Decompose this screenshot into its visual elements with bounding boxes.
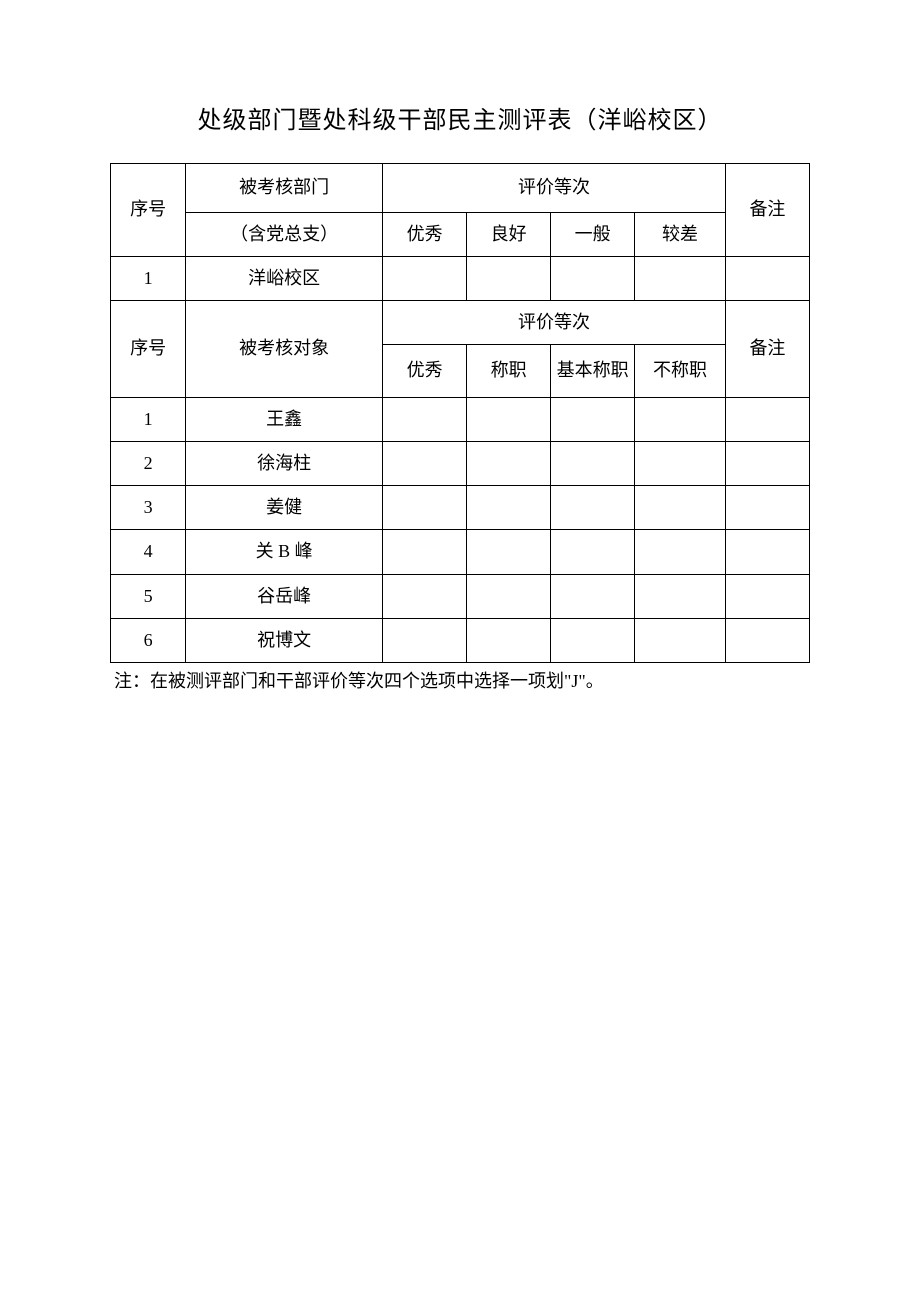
header-seq-1: 序号 — [111, 164, 186, 257]
s2-row-4-r2[interactable] — [551, 574, 635, 618]
s1-row-0-note[interactable] — [725, 256, 809, 300]
evaluation-table: 序号 被考核部门 评价等次 备注 （含党总支） 优秀 良好 一般 较差 1 洋峪… — [110, 163, 810, 663]
header-rating-2: 评价等次 — [383, 300, 726, 344]
s2-row-3-r3[interactable] — [635, 530, 726, 574]
s1-row-0-name: 洋峪校区 — [186, 256, 383, 300]
s2-row-3-name: 关 B 峰 — [186, 530, 383, 574]
s2-row-2-name: 姜健 — [186, 486, 383, 530]
s2-row-3-r0[interactable] — [383, 530, 467, 574]
s2-row-0-name: 王鑫 — [186, 397, 383, 441]
s2-row-1-note[interactable] — [725, 441, 809, 485]
rating-1-0: 优秀 — [383, 212, 467, 256]
rating-2-3: 不称职 — [635, 345, 726, 398]
rating-1-2: 一般 — [551, 212, 635, 256]
s2-row-5-name: 祝博文 — [186, 618, 383, 662]
s2-row-4-seq: 5 — [111, 574, 186, 618]
s2-row-5-r2[interactable] — [551, 618, 635, 662]
s2-row-4-r1[interactable] — [467, 574, 551, 618]
s1-row-0-r0[interactable] — [383, 256, 467, 300]
s2-row-1-seq: 2 — [111, 441, 186, 485]
s2-row-1-name: 徐海柱 — [186, 441, 383, 485]
s2-row-1-r1[interactable] — [467, 441, 551, 485]
s1-row-0-r1[interactable] — [467, 256, 551, 300]
s2-row-4-r3[interactable] — [635, 574, 726, 618]
header-subject-1-line1: 被考核部门 — [186, 164, 383, 213]
rating-2-1: 称职 — [467, 345, 551, 398]
s2-row-5-r1[interactable] — [467, 618, 551, 662]
rating-1-3: 较差 — [635, 212, 726, 256]
s2-row-2-r0[interactable] — [383, 486, 467, 530]
s2-row-0-seq: 1 — [111, 397, 186, 441]
rating-1-1: 良好 — [467, 212, 551, 256]
s1-row-0-r2[interactable] — [551, 256, 635, 300]
s2-row-2-r1[interactable] — [467, 486, 551, 530]
header-subject-2: 被考核对象 — [186, 300, 383, 397]
s2-row-2-note[interactable] — [725, 486, 809, 530]
s2-row-2-seq: 3 — [111, 486, 186, 530]
header-seq-2: 序号 — [111, 300, 186, 397]
header-rating-1: 评价等次 — [383, 164, 726, 213]
s2-row-3-note[interactable] — [725, 530, 809, 574]
s2-row-3-r2[interactable] — [551, 530, 635, 574]
page-title: 处级部门暨处科级干部民主测评表（洋峪校区） — [110, 100, 810, 135]
s2-row-1-r2[interactable] — [551, 441, 635, 485]
s2-row-5-r0[interactable] — [383, 618, 467, 662]
s2-row-5-r3[interactable] — [635, 618, 726, 662]
s2-row-4-note[interactable] — [725, 574, 809, 618]
s2-row-0-r2[interactable] — [551, 397, 635, 441]
rating-2-2: 基本称职 — [551, 345, 635, 398]
s2-row-1-r3[interactable] — [635, 441, 726, 485]
s2-row-0-r0[interactable] — [383, 397, 467, 441]
s2-row-0-r3[interactable] — [635, 397, 726, 441]
rating-2-2-text: 基本称职 — [557, 351, 629, 391]
s2-row-1-r0[interactable] — [383, 441, 467, 485]
s2-row-0-note[interactable] — [725, 397, 809, 441]
header-note-2: 备注 — [725, 300, 809, 397]
s1-row-0-seq: 1 — [111, 256, 186, 300]
s2-row-2-r3[interactable] — [635, 486, 726, 530]
header-subject-1-line2: （含党总支） — [186, 212, 383, 256]
s2-row-5-note[interactable] — [725, 618, 809, 662]
s2-row-4-name: 谷岳峰 — [186, 574, 383, 618]
s2-row-3-seq: 4 — [111, 530, 186, 574]
s2-row-5-seq: 6 — [111, 618, 186, 662]
s2-row-4-r0[interactable] — [383, 574, 467, 618]
s2-row-2-r2[interactable] — [551, 486, 635, 530]
footnote: 注：在被测评部门和干部评价等次四个选项中选择一项划"J"。 — [110, 667, 810, 696]
s1-row-0-r3[interactable] — [635, 256, 726, 300]
s2-row-0-r1[interactable] — [467, 397, 551, 441]
rating-2-0: 优秀 — [383, 345, 467, 398]
header-note-1: 备注 — [725, 164, 809, 257]
s2-row-3-r1[interactable] — [467, 530, 551, 574]
